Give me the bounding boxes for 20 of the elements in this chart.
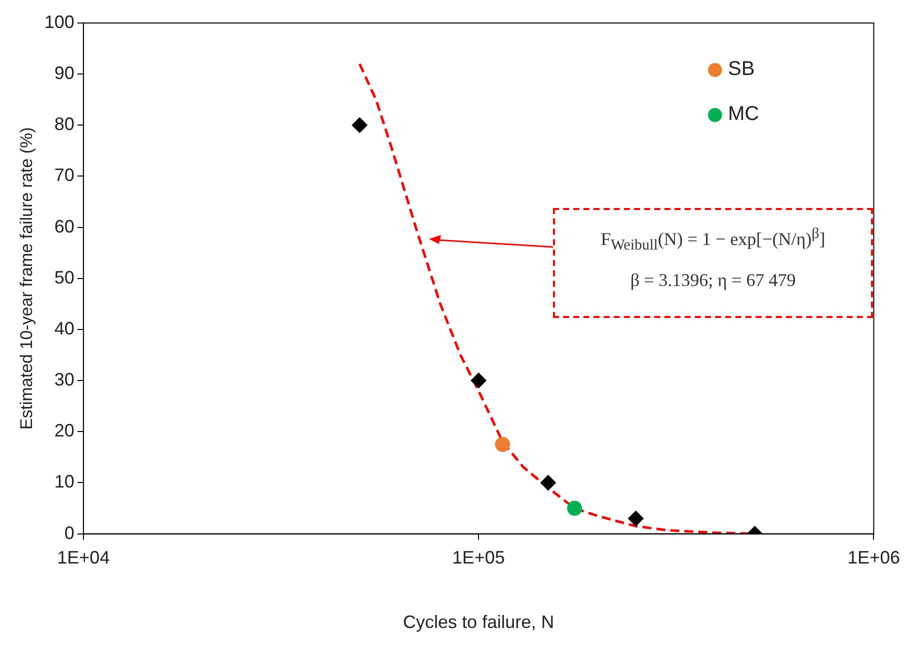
x-axis-title: Cycles to failure, N [403, 612, 554, 632]
legend-label: SB [728, 58, 755, 81]
annotation: β = 3.1396; η = 67 479 [630, 270, 796, 290]
y-tick-label: 0 [64, 522, 74, 543]
y-tick-label: 30 [54, 370, 74, 390]
y-tick-label: 70 [54, 165, 74, 186]
x-tick-label: 1E+06 [847, 548, 900, 568]
y-tick-label: 50 [54, 267, 74, 288]
y-tick-label: 20 [54, 420, 74, 441]
y-tick-label: 40 [54, 318, 74, 338]
legend-label: MC [728, 103, 760, 126]
x-tick-label: 1E+04 [57, 548, 110, 568]
y-axis-title: Estimated 10-year frame failure rate (%) [16, 127, 36, 430]
y-tick-label: 90 [54, 63, 74, 84]
x-tick-label: 1E+05 [452, 548, 505, 568]
annotation: F$_{Weibull}$(N) = 1 − exp[−(N/η)$^{β}$] [600, 226, 826, 254]
y-tick-label: 80 [54, 114, 74, 134]
y-tick-label: 10 [54, 472, 74, 492]
y-tick-label: 60 [54, 216, 74, 236]
y-tick-label: 100 [44, 12, 74, 32]
